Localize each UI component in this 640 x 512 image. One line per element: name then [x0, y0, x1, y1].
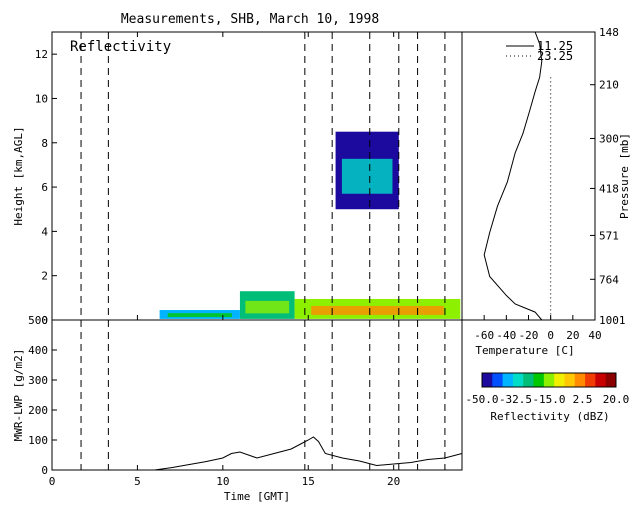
temperature-axis-label: Temperature [C]	[475, 344, 574, 357]
time-x-axis: 0 5 10 15 20	[49, 465, 400, 488]
lwp-frame	[51, 319, 463, 471]
colorbar-segment	[482, 373, 493, 387]
time-tick-label: 20	[387, 475, 400, 488]
height-tick-label: 10	[35, 92, 48, 105]
temperature-tick-label: -20	[519, 329, 539, 342]
pressure-tick-label: 210	[599, 79, 619, 92]
panel-label-reflectivity: Reflectivity	[70, 39, 171, 55]
colorbar-segment	[523, 373, 535, 387]
temperature-tick-label: 20	[566, 329, 579, 342]
colorbar-segment	[564, 373, 576, 387]
height-tick-label: 2	[41, 270, 48, 283]
lwp-tick-label: 300	[28, 374, 48, 387]
time-tick-label: 0	[49, 475, 56, 488]
sounding-frame	[461, 31, 596, 321]
colorbar-segment	[512, 373, 524, 387]
echo-core-3	[341, 158, 393, 194]
sounding-legend: 11.25 23.25	[506, 39, 573, 63]
colorbar-segment	[595, 373, 607, 387]
colorbar-segment	[585, 373, 596, 387]
colorbar-gradient	[482, 373, 617, 387]
temperature-profiles	[483, 31, 552, 321]
colorbar-segment	[605, 373, 617, 387]
lwp-tick-label: 200	[28, 404, 48, 417]
temperature-tick-label: 40	[588, 329, 601, 342]
echo-core-2	[311, 305, 444, 315]
time-tick-label: 10	[216, 475, 229, 488]
colorbar-tick-label: -50.0	[465, 393, 498, 406]
height-tick-label: 8	[41, 137, 48, 150]
pressure-y-axis: 148 210 300 418 571 764 1001	[590, 26, 626, 327]
pressure-tick-label: 300	[599, 132, 619, 145]
lwp-panel: 0 100 200 300 400 500 0 5 10 15 20 MWR-LWP [g/m2]…	[12, 314, 463, 503]
colorbar-tick-label: 2.5	[573, 393, 593, 406]
pressure-tick-label: 764	[599, 273, 619, 286]
chart-title: Measurements, SHB, March 10, 1998	[121, 12, 379, 27]
lwp-tick-label: 400	[28, 344, 48, 357]
echo-core-0	[167, 313, 232, 318]
lwp-tick-label: 100	[28, 434, 48, 447]
height-tick-label: 4	[41, 225, 48, 238]
temperature-profile-0	[483, 31, 543, 321]
pressure-tick-label: 148	[599, 26, 619, 39]
colorbar-tick-label: -32.5	[499, 393, 532, 406]
pressure-tick-label: 571	[599, 229, 619, 242]
colorbar-ticks: -50.0 -32.5 -15.0 2.5 20.0	[465, 393, 629, 406]
reflectivity-dashed-lines	[80, 32, 446, 320]
colorbar-segment	[502, 373, 514, 387]
colorbar-segment	[543, 373, 555, 387]
temperature-tick-label: -60	[474, 329, 494, 342]
reflectivity-echoes	[159, 131, 461, 319]
colorbar-segment	[533, 373, 545, 387]
time-axis-label: Time [GMT]	[224, 490, 290, 503]
sounding-panel: -60 -40 -20 0 20 40 148 210 300 418 571 764 1001 Te…	[461, 26, 631, 357]
height-y-axis: 0 2 4 6 8 10 12	[35, 48, 57, 327]
reflectivity-panel: 0 2 4 6 8 10 12 Reflectivity Height [km,AGL]	[12, 31, 463, 327]
colorbar-frame	[481, 372, 617, 388]
colorbar-segment	[492, 373, 504, 387]
temperature-tick-label: -40	[496, 329, 516, 342]
lwp-series-line	[52, 436, 463, 471]
time-tick-label: 5	[134, 475, 141, 488]
colorbar-label: Reflectivity (dBZ)	[490, 410, 609, 423]
colorbar-tick-label: -15.0	[532, 393, 565, 406]
height-tick-label: 12	[35, 48, 48, 61]
legend-label-23-25: 23.25	[537, 49, 573, 63]
colorbar-tick-label: 20.0	[603, 393, 630, 406]
pressure-axis-label: Pressure [mb]	[618, 133, 631, 219]
pressure-tick-label: 418	[599, 182, 619, 195]
lwp-tick-label: 500	[28, 314, 48, 327]
colorbar-segment	[574, 373, 586, 387]
echo-core-1	[245, 300, 290, 314]
pressure-tick-label: 1001	[599, 314, 626, 327]
time-tick-label: 15	[302, 475, 315, 488]
lwp-dashed-lines	[80, 320, 446, 470]
lwp-axis-label: MWR-LWP [g/m2]	[12, 349, 25, 442]
reflectivity-frame	[51, 31, 463, 321]
temperature-tick-label: 0	[547, 329, 554, 342]
lwp-y-axis: 0 100 200 300 400 500	[28, 314, 57, 477]
height-tick-label: 0	[41, 314, 48, 327]
top-x-ticks	[51, 32, 395, 320]
temperature-x-axis: -60 -40 -20 0 20 40	[474, 315, 602, 342]
height-tick-label: 6	[41, 181, 48, 194]
reflectivity-colorbar: -50.0 -32.5 -15.0 2.5 20.0 Reflectivity (dBZ…	[465, 372, 629, 423]
colorbar-segment	[554, 373, 565, 387]
height-axis-label: Height [km,AGL]	[12, 126, 25, 225]
lwp-tick-label: 0	[41, 464, 48, 477]
legend-label-11-25: 11.25	[537, 39, 573, 53]
